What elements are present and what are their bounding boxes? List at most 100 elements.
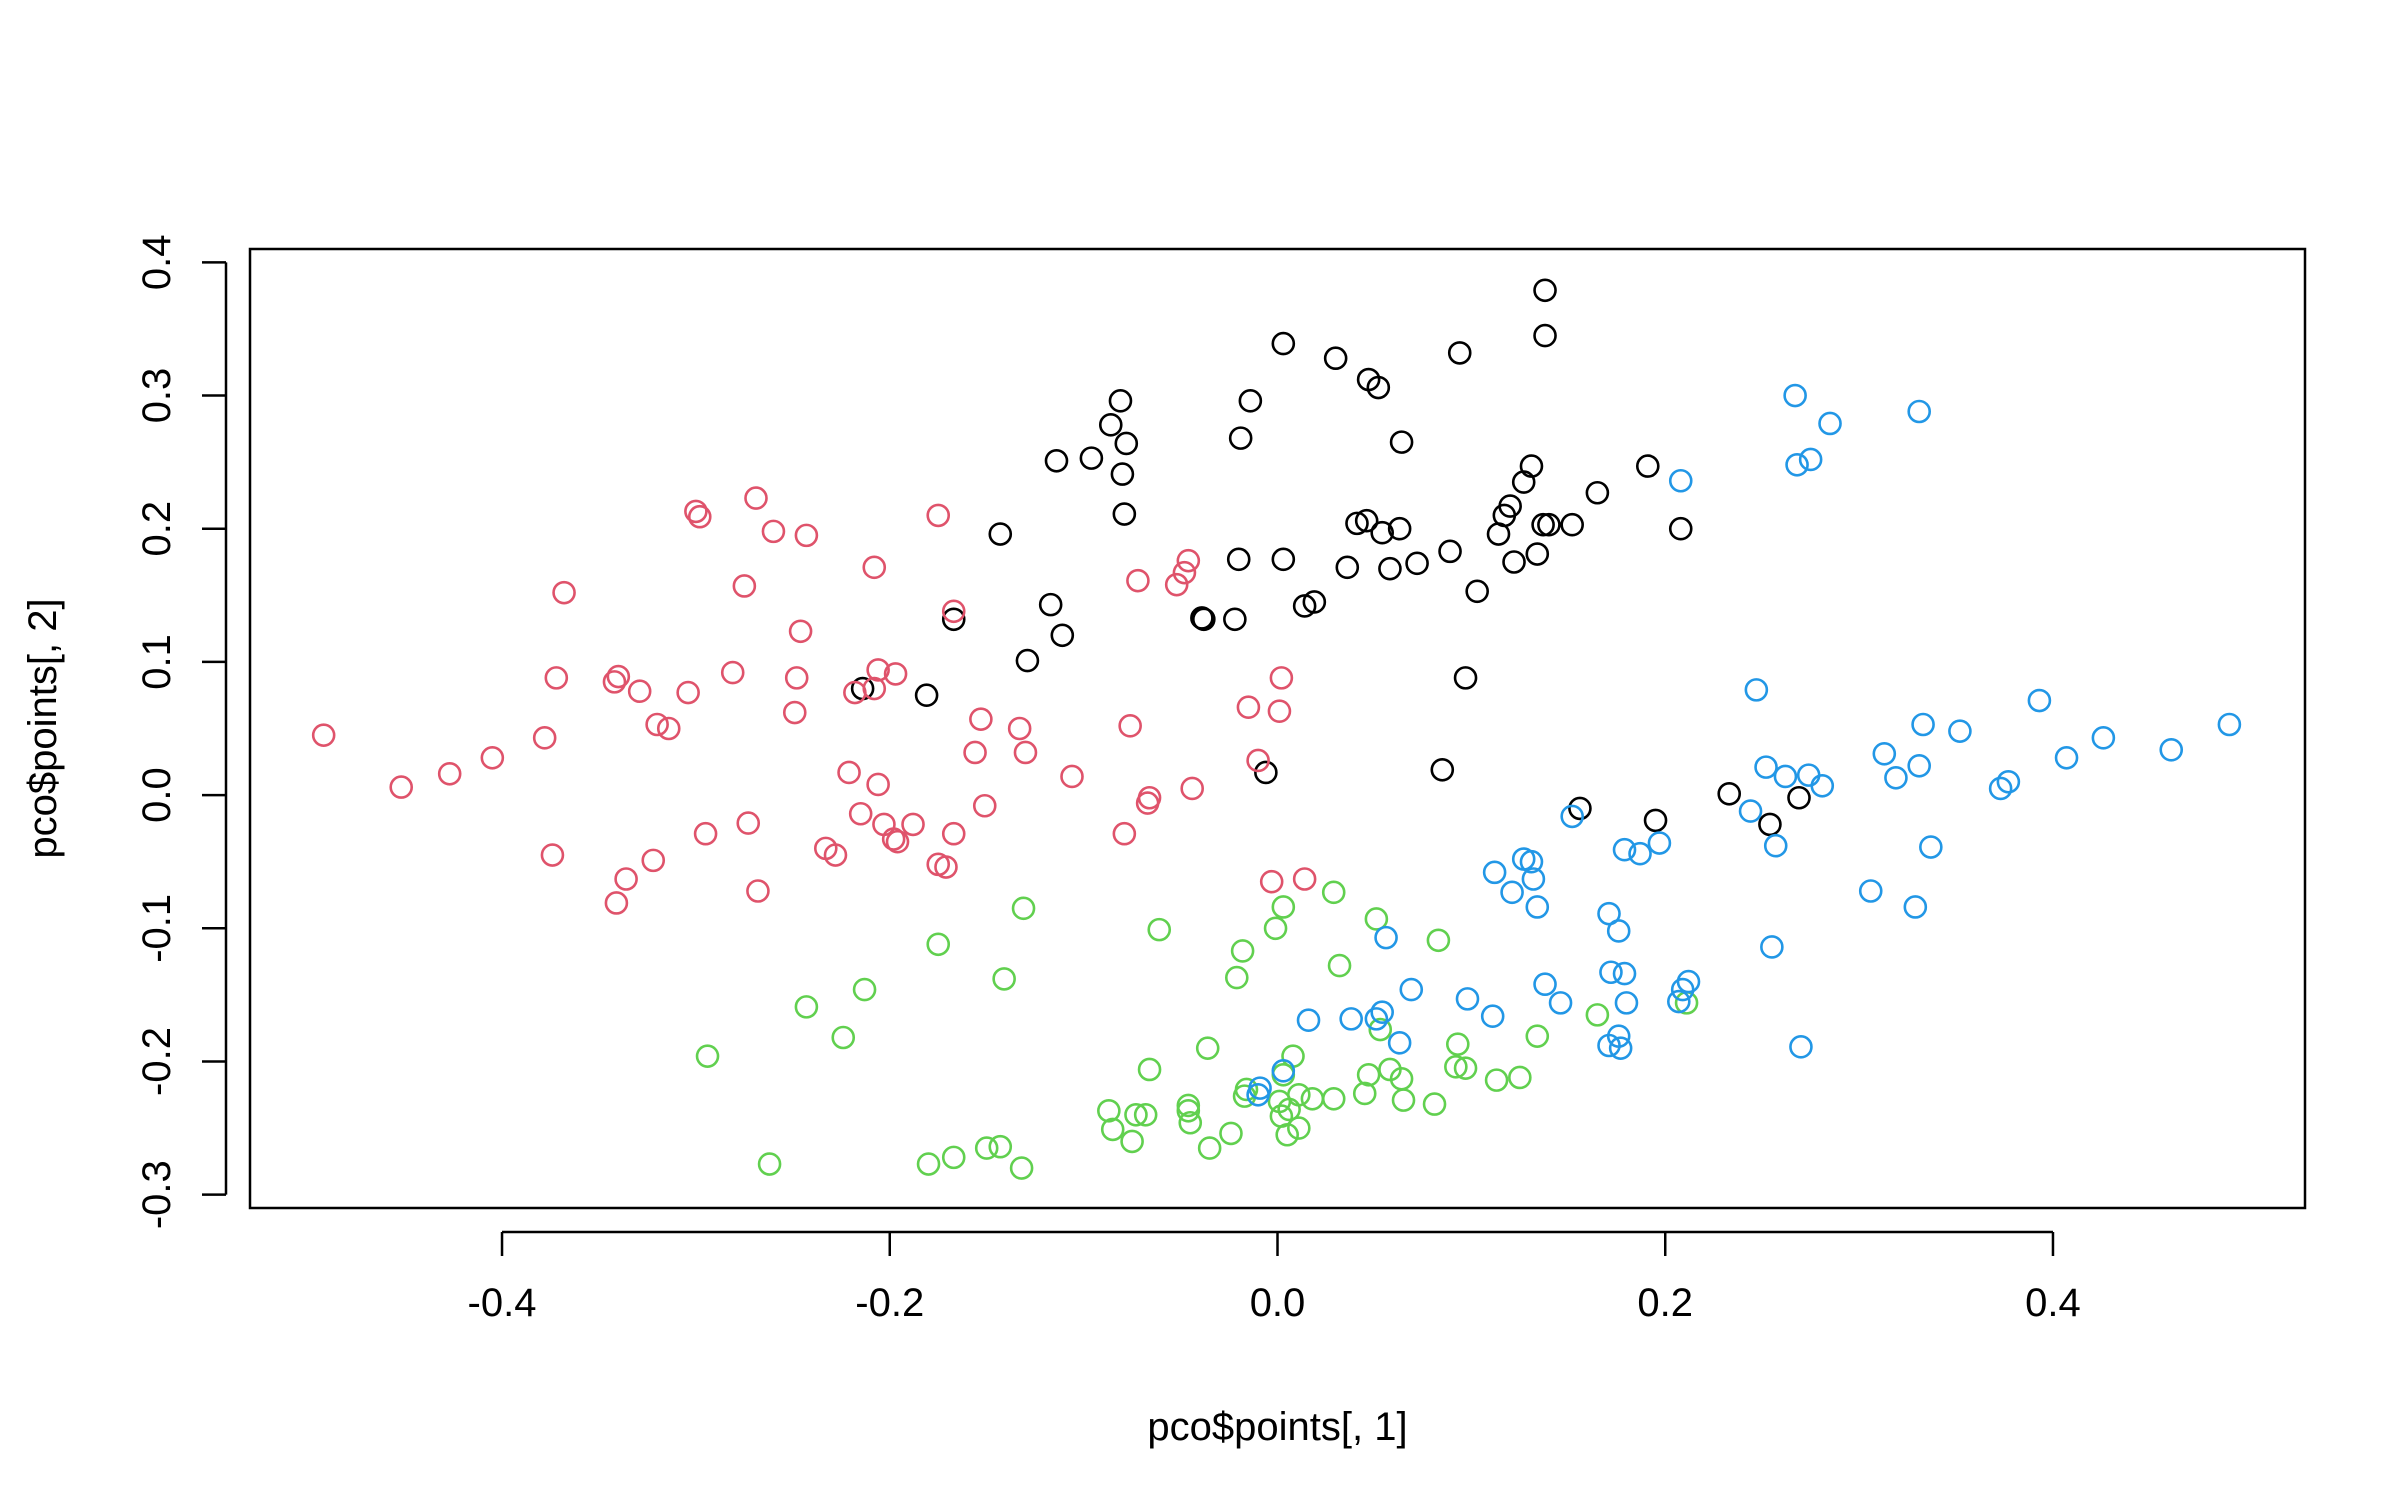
data-point: [1453, 1056, 1478, 1080]
data-point: [311, 723, 336, 747]
data-point: [831, 1025, 856, 1050]
data-point: [687, 504, 712, 529]
data-point: [1445, 1032, 1470, 1056]
data-point: [1098, 413, 1123, 437]
data-point: [1387, 516, 1412, 541]
data-point: [1606, 1024, 1631, 1048]
data-point: [1606, 919, 1631, 943]
data-point: [1531, 512, 1555, 537]
data-point: [1254, 760, 1278, 785]
data-point: [1135, 791, 1160, 815]
y-axis: -0.3 -0.2 -0.1 0.0 0.1 0.2 0.3 0.4: [135, 235, 228, 1229]
data-point: [866, 658, 890, 682]
data-point: [1508, 1065, 1532, 1090]
data-point: [969, 707, 993, 731]
data-point: [1230, 939, 1255, 963]
data-point: [1810, 773, 1835, 798]
y-tick-label: -0.1: [135, 894, 179, 963]
data-point: [1453, 666, 1478, 690]
data-point: [881, 827, 906, 851]
data-point: [1391, 1088, 1416, 1112]
series-3: [695, 880, 1699, 1180]
data-point: [1079, 446, 1104, 470]
data-point: [1614, 991, 1639, 1015]
x-tick-label: 0.4: [2025, 1281, 2081, 1325]
data-point: [1112, 821, 1137, 846]
data-point: [1872, 742, 1897, 766]
data-point: [862, 676, 887, 701]
data-point: [941, 1145, 966, 1170]
data-point: [1482, 860, 1507, 885]
data-point: [901, 812, 925, 837]
data-point: [2091, 726, 2116, 750]
data-point: [794, 523, 819, 548]
data-point: [641, 848, 666, 873]
data-point: [1224, 965, 1249, 990]
data-point: [1271, 547, 1296, 572]
data-point: [1511, 470, 1536, 494]
y-tick-label: 0.0: [135, 767, 179, 823]
data-point: [1647, 831, 1672, 855]
data-point: [1533, 278, 1557, 303]
data-points: [311, 278, 2242, 1180]
data-point: [1180, 776, 1204, 801]
data-point: [1120, 1129, 1144, 1154]
data-point: [1164, 572, 1189, 597]
data-point: [1263, 916, 1288, 941]
data-point: [972, 793, 997, 818]
data-point: [1455, 987, 1480, 1011]
data-point: [1271, 331, 1296, 356]
data-point: [1785, 452, 1809, 477]
data-point: [1668, 516, 1693, 541]
data-point: [2217, 712, 2242, 737]
data-point: [1628, 841, 1652, 866]
data-point: [1635, 454, 1660, 478]
data-point: [552, 580, 576, 605]
y-tick-label: 0.2: [135, 501, 179, 557]
data-point: [1356, 1063, 1381, 1087]
data-point: [1277, 1097, 1301, 1122]
data-point: [614, 867, 638, 891]
data-point: [2159, 738, 2184, 762]
data-point: [761, 519, 786, 544]
data-point: [843, 680, 867, 705]
data-point: [1773, 764, 1798, 789]
data-point: [1763, 833, 1788, 858]
data-point: [1100, 1117, 1125, 1142]
data-point: [1044, 448, 1069, 473]
data-point: [1236, 695, 1261, 719]
data-point: [1327, 953, 1352, 978]
data-point: [1399, 977, 1424, 1002]
data-point: [1560, 512, 1584, 537]
data-point: [1422, 1092, 1447, 1116]
data-point: [1612, 961, 1637, 986]
data-point: [1438, 539, 1462, 564]
data-point: [1525, 1024, 1550, 1048]
data-point: [788, 619, 813, 644]
data-point: [1197, 1136, 1222, 1160]
data-point: [1009, 1156, 1034, 1180]
data-point: [1147, 917, 1172, 942]
data-point: [1988, 776, 2013, 801]
data-point: [1335, 555, 1360, 580]
data-point: [1345, 511, 1369, 536]
y-tick-label: 0.4: [135, 235, 179, 291]
data-point: [837, 760, 861, 785]
data-point: [1533, 972, 1557, 997]
data-point: [1013, 740, 1038, 765]
data-point: [1525, 895, 1550, 919]
data-point: [848, 801, 873, 826]
data-point: [1275, 1122, 1299, 1147]
data-point: [1354, 508, 1379, 533]
data-point: [1228, 426, 1253, 450]
data-point: [941, 599, 966, 624]
data-point: [540, 843, 565, 867]
y-tick-label: 0.3: [135, 368, 179, 424]
data-point: [1292, 594, 1317, 618]
data-point: [1172, 560, 1197, 585]
data-point: [480, 746, 505, 770]
data-point: [1668, 468, 1693, 493]
data-point: [695, 1044, 720, 1068]
data-point: [1323, 346, 1348, 371]
